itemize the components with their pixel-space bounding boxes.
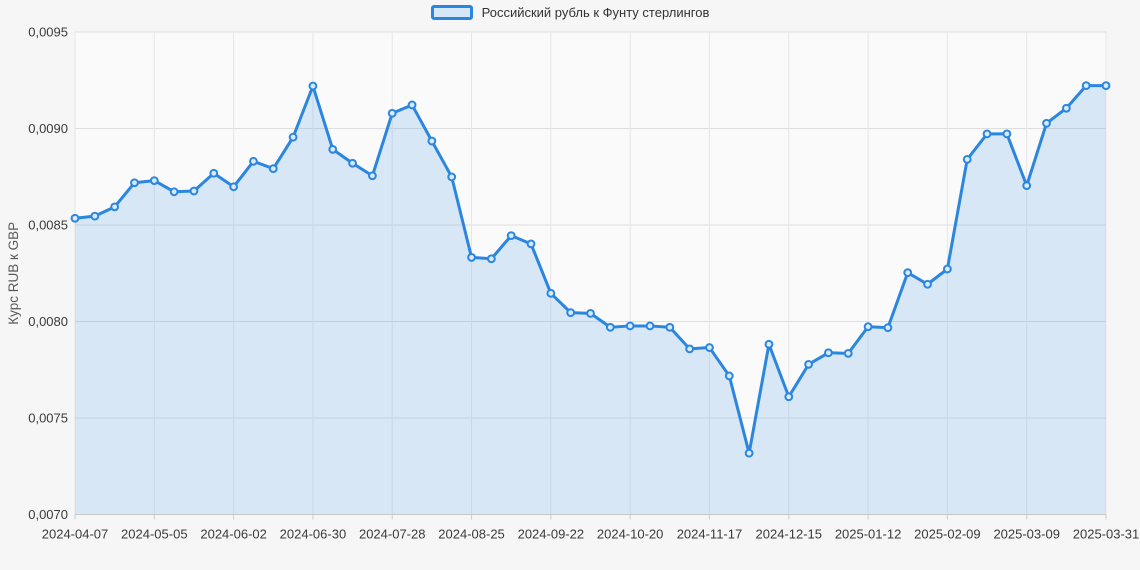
data-point-marker <box>387 108 397 118</box>
data-point-marker <box>1101 81 1111 91</box>
series-area-fill <box>75 85 1106 515</box>
x-axis-tick-label: 2025-02-09 <box>914 527 981 542</box>
y-axis-title: Курс RUB к GBP <box>6 222 21 325</box>
data-point-marker <box>348 158 357 168</box>
data-point-marker <box>467 253 476 262</box>
data-point-marker <box>90 211 100 221</box>
data-point-marker <box>724 371 734 381</box>
x-axis-tick-label: 2024-12-15 <box>756 527 823 542</box>
data-point-marker <box>130 178 139 188</box>
data-point-marker <box>903 268 913 278</box>
data-point-marker <box>586 308 595 318</box>
data-point-marker <box>1002 129 1012 139</box>
data-point-marker <box>368 171 377 181</box>
data-point-marker <box>804 359 813 369</box>
x-axis-tick-label: 2025-03-09 <box>993 527 1060 542</box>
data-point-marker <box>883 323 893 333</box>
x-axis-tick-label: 2024-09-22 <box>518 527 585 542</box>
data-point-marker <box>982 129 992 139</box>
data-point-marker <box>1061 103 1071 113</box>
legend-item-rub-gbp[interactable]: Российский рубль к Фунту стерлингов <box>430 5 710 20</box>
x-axis-tick-label: 2024-11-17 <box>677 527 743 542</box>
x-axis-tick-label: 2024-06-30 <box>280 527 347 542</box>
data-point-marker <box>705 343 714 352</box>
data-point-marker <box>824 348 833 358</box>
data-point-marker <box>288 132 298 142</box>
data-point-marker <box>645 321 655 331</box>
x-axis-tick-label: 2024-07-28 <box>359 527 426 542</box>
y-axis-tick-label: 0,0070 <box>28 507 68 522</box>
x-axis-tick-label: 2024-08-25 <box>438 527 505 542</box>
data-point-marker <box>110 202 120 212</box>
y-axis-tick-label: 0,0085 <box>28 218 68 233</box>
data-point-marker <box>149 176 159 186</box>
y-axis-tick-label: 0,0075 <box>28 411 68 426</box>
data-point-marker <box>942 264 952 274</box>
data-point-marker <box>169 187 179 197</box>
data-point-marker <box>784 392 794 402</box>
data-point-marker <box>229 182 239 192</box>
x-axis-tick-label: 2024-05-05 <box>121 527 188 542</box>
data-point-marker <box>526 239 536 249</box>
data-point-marker <box>249 156 258 166</box>
data-point-marker <box>744 448 754 458</box>
data-point-marker <box>923 279 932 289</box>
data-point-marker <box>843 348 853 358</box>
data-point-marker <box>268 164 278 174</box>
data-point-marker <box>486 254 496 264</box>
data-point-marker <box>625 321 635 331</box>
data-point-marker <box>1042 118 1051 128</box>
legend-series-swatch-icon <box>430 5 473 20</box>
data-point-marker <box>189 186 199 196</box>
y-axis-tick-label: 0,0080 <box>28 314 68 329</box>
data-point-marker <box>308 81 318 91</box>
data-point-marker <box>685 344 695 354</box>
x-axis-tick-label: 2025-01-12 <box>835 527 902 542</box>
legend-series-label: Российский рубль к Фунту стерлингов <box>481 5 710 20</box>
data-point-marker <box>447 172 457 182</box>
data-point-marker <box>407 100 417 110</box>
data-point-marker <box>427 136 437 146</box>
data-point-marker <box>328 144 338 154</box>
data-point-marker <box>209 168 219 178</box>
data-point-marker <box>566 308 576 318</box>
data-point-marker <box>764 339 774 349</box>
data-point-marker <box>665 322 675 332</box>
data-point-marker <box>70 213 80 223</box>
data-point-marker <box>506 231 516 241</box>
y-axis-tick-label: 0,0095 <box>28 25 68 40</box>
y-axis-tick-label: 0,0090 <box>28 121 68 136</box>
chart-legend: Российский рубль к Фунту стерлингов <box>0 5 1140 20</box>
data-point-marker <box>962 154 972 164</box>
x-axis-tick-label: 2024-10-20 <box>597 527 664 542</box>
x-axis-tick-label: 2024-06-02 <box>200 527 267 542</box>
data-point-marker <box>1081 81 1091 91</box>
x-axis-tick-label: 2024-04-07 <box>42 527 109 542</box>
data-point-marker <box>863 322 873 332</box>
data-point-marker <box>546 288 556 298</box>
x-axis-tick-label: 2025-03-31 <box>1073 527 1140 542</box>
data-point-marker <box>1022 181 1032 191</box>
plot-background <box>75 32 1106 515</box>
data-point-marker <box>605 322 615 332</box>
